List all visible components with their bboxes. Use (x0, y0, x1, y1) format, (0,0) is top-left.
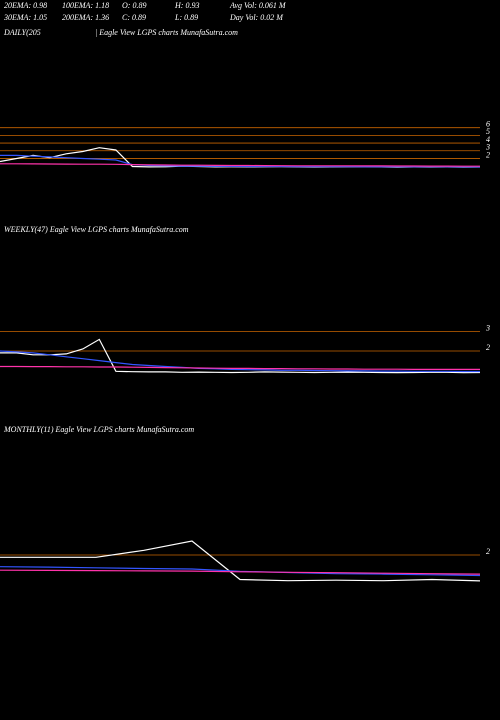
header-stat: 200EMA: 1.36 (62, 13, 109, 22)
price-line (0, 569, 481, 575)
price-line (0, 365, 480, 370)
y-tick-label: 2 (486, 150, 490, 159)
header-stat: L: 0.89 (174, 13, 198, 22)
header-stat: 20EMA: 0.98 (4, 1, 47, 10)
header-stat: 100EMA: 1.18 (62, 1, 109, 10)
y-tick-label: 3 (485, 143, 490, 152)
panel-title: DAILY(205 (3, 28, 41, 37)
header-stat: O: 0.89 (122, 1, 146, 10)
header-stat: Day Vol: 0.02 M (229, 13, 284, 22)
header-stat: 30EMA: 1.05 (3, 13, 47, 22)
header-stat: Avg Vol: 0.061 M (229, 1, 287, 10)
price-line (0, 540, 481, 582)
header-stat: C: 0.89 (122, 13, 146, 22)
price-line (0, 350, 480, 373)
panel-subtitle: | Eagle View LGPS charts MunafaSutra.com (95, 28, 238, 37)
panel-title: WEEKLY(47) Eagle View LGPS charts Munafa… (4, 225, 189, 234)
y-tick-label: 2 (486, 343, 490, 352)
price-line (0, 163, 480, 167)
header-stat: H: 0.93 (174, 1, 199, 10)
panel-title: MONTHLY(11) Eagle View LGPS charts Munaf… (3, 425, 194, 434)
y-tick-label: 2 (486, 547, 490, 556)
y-tick-label: 6 (486, 120, 490, 129)
y-tick-label: 5 (486, 127, 490, 136)
price-line (0, 338, 481, 374)
y-tick-label: 4 (486, 135, 490, 144)
y-tick-label: 3 (485, 323, 490, 332)
price-line (0, 154, 480, 168)
